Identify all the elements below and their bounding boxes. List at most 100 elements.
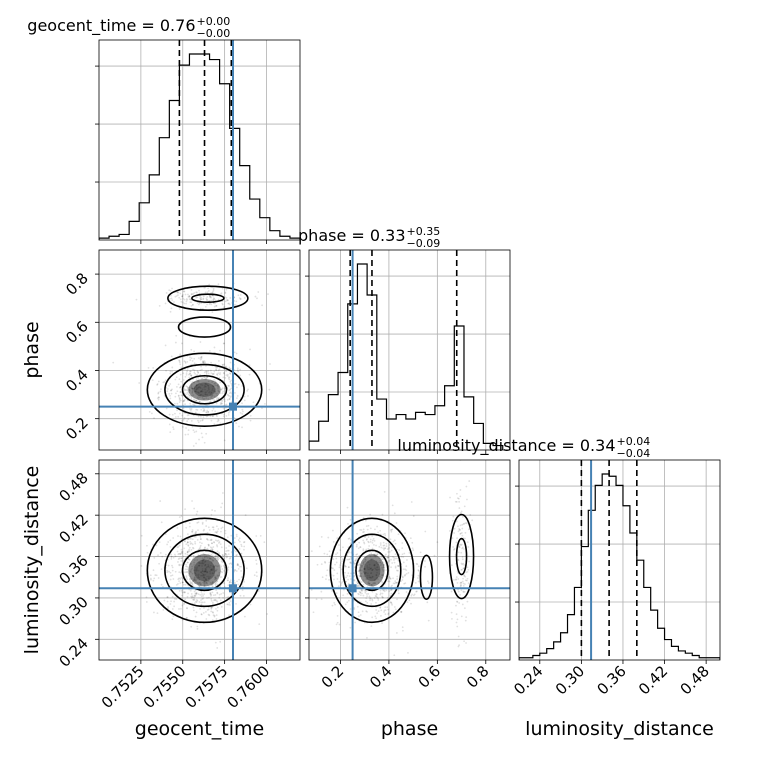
sample-point — [214, 557, 217, 560]
sample-point — [140, 565, 143, 567]
sample-point — [216, 647, 219, 649]
sample-point — [195, 399, 198, 402]
sample-point — [346, 601, 349, 604]
sample-point — [203, 580, 205, 582]
sample-point — [457, 590, 460, 593]
sample-point — [229, 396, 232, 399]
sample-point — [206, 409, 209, 412]
sample-point — [198, 584, 200, 587]
sample-point — [184, 540, 186, 543]
sample-point — [355, 553, 358, 556]
sample-point — [200, 296, 203, 299]
sample-point — [205, 555, 208, 558]
sample-point — [402, 561, 405, 564]
sample-point — [181, 394, 184, 397]
sample-point — [346, 558, 349, 561]
sample-point — [240, 570, 242, 572]
sample-point — [226, 373, 229, 376]
sample-point — [176, 390, 179, 393]
sample-point — [333, 569, 336, 571]
sample-point — [205, 579, 208, 582]
sample-point — [225, 296, 228, 299]
gridlines — [519, 460, 720, 660]
sample-point — [194, 531, 197, 534]
sample-point — [189, 582, 192, 585]
sample-point — [349, 626, 352, 629]
sample-point — [202, 298, 205, 301]
sample-point — [210, 569, 213, 571]
sample-point — [361, 565, 364, 567]
sample-point — [202, 597, 205, 600]
sample-point — [197, 303, 200, 306]
sample-point — [195, 598, 198, 601]
gridlines — [99, 250, 300, 450]
sample-point — [363, 541, 365, 544]
sample-point — [460, 568, 463, 571]
sample-point — [230, 395, 232, 397]
contour-level — [419, 554, 434, 601]
sample-point — [230, 379, 233, 382]
sample-point — [387, 613, 390, 616]
sample-point — [194, 540, 196, 543]
sample-point — [197, 554, 200, 557]
sample-point — [179, 535, 182, 538]
sample-point — [210, 567, 213, 570]
sample-point — [164, 344, 167, 347]
sample-point — [152, 579, 155, 582]
sample-point — [186, 414, 189, 417]
sample-point — [199, 307, 202, 310]
sample-point — [216, 580, 218, 582]
sample-point — [239, 368, 242, 371]
sample-point — [211, 583, 214, 586]
sample-point — [389, 529, 392, 532]
sample-point — [346, 554, 349, 557]
sample-point — [135, 298, 138, 301]
sample-point — [243, 545, 246, 548]
sample-point — [214, 577, 217, 580]
sample-point — [178, 360, 181, 363]
sample-point — [210, 561, 213, 564]
sample-point — [379, 561, 382, 564]
sample-point — [199, 608, 201, 610]
sample-point — [200, 415, 202, 418]
sample-point — [189, 301, 192, 304]
sample-point — [209, 415, 212, 418]
sample-point — [229, 372, 231, 375]
sample-point — [249, 414, 252, 417]
sample-point — [191, 582, 194, 585]
sample-point — [183, 298, 186, 301]
sample-point — [206, 571, 208, 574]
sample-point — [196, 539, 199, 541]
sample-point — [389, 577, 392, 580]
sample-point — [461, 558, 464, 561]
sample-point — [220, 546, 223, 549]
sample-point — [208, 553, 210, 556]
sample-point — [460, 581, 463, 584]
sample-point — [384, 553, 387, 556]
sample-point — [192, 554, 195, 557]
sample-point — [192, 394, 195, 397]
x-tick-label-phase: 0.8 — [463, 662, 493, 692]
sample-point — [222, 407, 225, 410]
panel-content — [99, 40, 300, 240]
sample-point — [184, 362, 187, 364]
sample-point — [197, 593, 200, 596]
sample-point — [383, 548, 385, 551]
sample-point — [206, 295, 209, 298]
sample-point — [412, 549, 415, 551]
sample-point — [202, 394, 204, 397]
sample-point — [151, 379, 154, 382]
sample-point — [186, 607, 188, 610]
sample-point — [406, 559, 408, 561]
sample-point — [196, 559, 199, 561]
sample-point — [217, 360, 220, 362]
sample-point — [375, 562, 378, 564]
sample-point — [408, 551, 411, 554]
sample-point — [209, 548, 212, 551]
sample-point — [207, 543, 210, 546]
sample-point — [194, 615, 197, 618]
sample-point — [238, 540, 241, 543]
sample-point — [210, 560, 213, 563]
sample-point — [216, 592, 219, 595]
sample-point — [178, 308, 181, 310]
